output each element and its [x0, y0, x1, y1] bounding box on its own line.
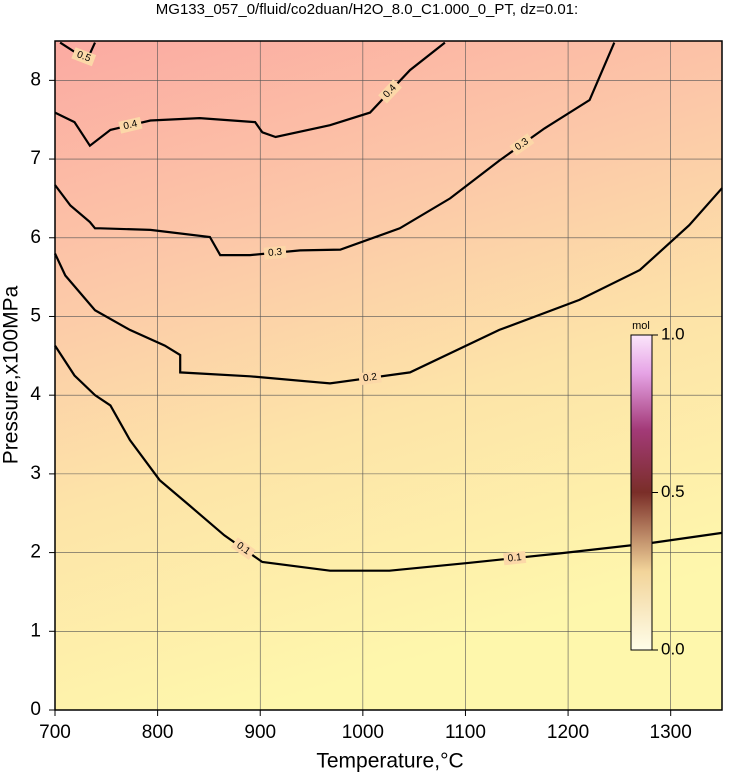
plot-frame	[54, 40, 723, 711]
y-tick-label: 2	[30, 542, 41, 563]
contour-line	[54, 41, 446, 148]
contour-line	[54, 187, 723, 385]
x-tick-label: 1100	[445, 722, 486, 743]
colorbar-tick-label: 0.0	[661, 639, 685, 658]
y-tick-label: 4	[30, 384, 41, 405]
y-tick-label: 8	[30, 69, 41, 90]
contour-label-bg	[230, 537, 256, 560]
y-tick-label: 3	[30, 463, 41, 484]
contour-label-bg	[358, 370, 382, 386]
contour-label-bg	[263, 245, 287, 260]
colorbar-label: mol	[632, 320, 650, 332]
contour-label: 0.5	[75, 49, 92, 64]
x-tick-label: 800	[142, 722, 174, 743]
contour-label: 0.4	[122, 118, 138, 132]
contour-label: 0.1	[507, 552, 522, 564]
x-tick-label: 1200	[547, 722, 589, 743]
contour-label: 0.3	[268, 247, 283, 259]
x-tick-label: 900	[244, 722, 276, 743]
colorbar-tick-label: 0.5	[661, 482, 685, 501]
contour-label-bg	[378, 79, 402, 104]
chart-title: MG133_057_0/fluid/co2duan/H2O_8.0_C1.000…	[156, 1, 578, 18]
x-tick-label: 1300	[650, 722, 692, 743]
y-axis-label: Pressure,x100MPa	[0, 285, 23, 464]
contour-label-bg	[118, 116, 143, 134]
contour-label-bg	[509, 133, 535, 156]
y-tick-label: 0	[30, 699, 41, 720]
y-tick-label: 5	[30, 305, 41, 326]
contour-label-bg	[503, 550, 527, 566]
colorbar-tick-label: 1.0	[661, 324, 685, 343]
y-tick-label: 6	[30, 227, 41, 248]
contour-label-bg	[71, 47, 97, 67]
y-tick-label: 1	[30, 620, 41, 641]
contour-line	[54, 344, 723, 572]
colorbar	[630, 334, 653, 651]
x-tick-label: 700	[39, 722, 71, 743]
x-axis-label: Temperature,°C	[316, 750, 463, 773]
y-tick-label: 7	[30, 148, 41, 169]
contour-label: 0.2	[362, 372, 378, 385]
x-tick-label: 1000	[342, 722, 384, 743]
